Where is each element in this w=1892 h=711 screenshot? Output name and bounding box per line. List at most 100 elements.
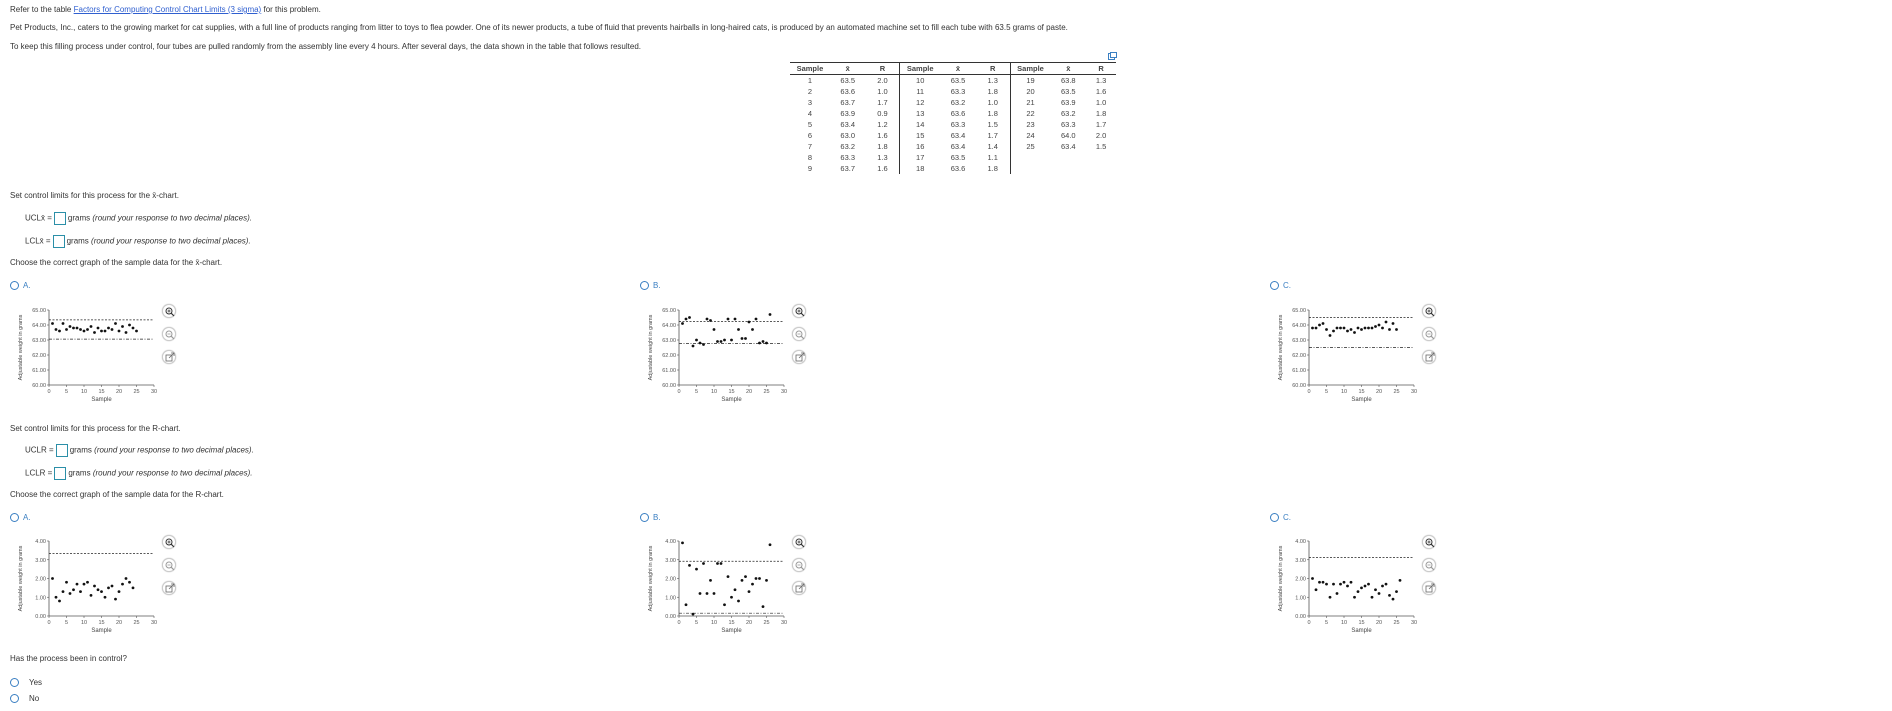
radio-icon[interactable] bbox=[640, 281, 649, 291]
zoom-in-icon[interactable] bbox=[1422, 304, 1436, 318]
x-tick-label: 10 bbox=[1341, 620, 1347, 626]
data-point bbox=[719, 562, 723, 565]
table-cell: 63.0 bbox=[840, 131, 856, 140]
zoom-in-icon[interactable] bbox=[162, 535, 176, 549]
data-point bbox=[107, 326, 110, 330]
table-cell: 1.5 bbox=[987, 120, 998, 129]
data-point bbox=[1388, 593, 1391, 597]
radio-icon[interactable] bbox=[10, 513, 19, 523]
data-point bbox=[1356, 326, 1360, 330]
radio-icon[interactable] bbox=[10, 694, 19, 704]
zoom-in-icon[interactable] bbox=[792, 304, 806, 318]
table-cell: 1.7 bbox=[1095, 120, 1107, 129]
y-tick-label: 0.00 bbox=[665, 614, 676, 620]
r-lcl-input[interactable] bbox=[54, 467, 67, 480]
zoom-out-icon[interactable] bbox=[792, 558, 806, 572]
y-tick-label: 64.00 bbox=[32, 323, 46, 329]
table-row: 8 63.3 1.3 17 63.5 1.1 bbox=[790, 152, 1116, 163]
radio-icon[interactable] bbox=[640, 513, 649, 523]
data-point bbox=[716, 340, 719, 343]
open-in-window-icon[interactable] bbox=[792, 350, 806, 364]
r-ucl-input[interactable] bbox=[55, 444, 68, 457]
zoom-out-icon[interactable] bbox=[792, 327, 806, 341]
table-row: 5 63.4 1.2 14 63.3 1.5 23 63.3 1.7 bbox=[790, 119, 1116, 130]
open-in-window-icon[interactable] bbox=[1422, 581, 1436, 595]
zoom-out-icon[interactable] bbox=[162, 327, 176, 341]
factors-table-link[interactable]: Factors for Computing Control Chart Limi… bbox=[73, 5, 262, 14]
xbar-choose-prompt: Choose the correct graph of the sample d… bbox=[10, 258, 223, 267]
zoom-out-icon[interactable] bbox=[162, 558, 176, 572]
zoom-out-icon[interactable] bbox=[1422, 558, 1436, 572]
x-tick-label: 15 bbox=[728, 620, 734, 626]
table-cell: 2.0 bbox=[877, 76, 888, 85]
table-cell: 9 bbox=[807, 164, 812, 173]
table-cell bbox=[1050, 152, 1086, 163]
data-point bbox=[1391, 597, 1395, 601]
data-point bbox=[747, 590, 751, 594]
r-option-b[interactable]: B. bbox=[640, 513, 661, 523]
data-point bbox=[124, 331, 128, 334]
radio-icon[interactable] bbox=[10, 281, 19, 291]
table-cell: 63.7 bbox=[840, 164, 856, 173]
data-point bbox=[110, 328, 114, 331]
table-cell: 21 bbox=[1009, 97, 1051, 108]
zoom-out-icon[interactable] bbox=[1422, 327, 1436, 341]
data-point bbox=[712, 592, 716, 595]
x-tick-label: 5 bbox=[1325, 389, 1328, 395]
hint: (round your response to two decimal plac… bbox=[92, 468, 253, 478]
data-point bbox=[737, 599, 740, 603]
xbar-option-b[interactable]: B. bbox=[640, 281, 661, 291]
zoom-in-icon[interactable] bbox=[162, 304, 176, 318]
y-tick-label: 2.00 bbox=[1295, 577, 1306, 583]
table-cell: 25 bbox=[1009, 141, 1051, 152]
data-point bbox=[114, 597, 117, 601]
data-point bbox=[96, 326, 100, 330]
table-cell: 63.3 bbox=[950, 120, 966, 129]
table-cell: 1.8 bbox=[877, 142, 888, 151]
data-point bbox=[705, 592, 709, 595]
xbar-ucl-row: UCLx̄ = grams (round your response to two… bbox=[25, 212, 252, 225]
data-point bbox=[1384, 582, 1388, 586]
x-tick-label: 0 bbox=[677, 389, 680, 395]
x-tick-label: 0 bbox=[47, 389, 50, 395]
open-in-window-icon[interactable] bbox=[162, 350, 176, 364]
x-tick-label: 30 bbox=[151, 620, 157, 626]
table-cell bbox=[1009, 163, 1051, 174]
data-point bbox=[1388, 328, 1391, 331]
open-in-window-icon[interactable] bbox=[792, 581, 806, 595]
data-point bbox=[54, 328, 58, 331]
control-option-no[interactable]: No bbox=[10, 694, 39, 704]
zoom-in-icon[interactable] bbox=[1422, 535, 1436, 549]
control-option-yes[interactable]: Yes bbox=[10, 678, 42, 688]
data-point bbox=[723, 603, 726, 607]
data-point bbox=[1395, 328, 1398, 331]
xbar-lcl-input[interactable] bbox=[52, 235, 65, 248]
radio-icon[interactable] bbox=[1270, 513, 1279, 523]
copy-table-icon[interactable] bbox=[1108, 52, 1117, 60]
radio-icon[interactable] bbox=[10, 678, 19, 688]
xbar-option-a[interactable]: A. bbox=[10, 281, 31, 291]
data-point bbox=[1374, 588, 1377, 592]
ucl-label: UCLR = bbox=[25, 445, 54, 455]
open-in-window-icon[interactable] bbox=[1422, 350, 1436, 364]
radio-icon[interactable] bbox=[1270, 281, 1279, 291]
table-cell: 63.5 bbox=[950, 76, 966, 85]
r-option-a[interactable]: A. bbox=[10, 513, 31, 523]
data-point bbox=[1335, 326, 1339, 330]
x-tick-label: 5 bbox=[695, 389, 698, 395]
data-table: Sample x̄ R Sample x̄ R Sample x̄ R 1 63.… bbox=[790, 62, 1116, 174]
col-header: Sample bbox=[899, 62, 941, 75]
x-tick-label: 15 bbox=[98, 620, 104, 626]
data-point bbox=[744, 337, 747, 340]
xbar-ucl-input[interactable] bbox=[53, 212, 66, 225]
r-option-c[interactable]: C. bbox=[1270, 513, 1291, 523]
zoom-in-icon[interactable] bbox=[792, 535, 806, 549]
table-cell: 63.5 bbox=[950, 153, 966, 162]
table-row: 6 63.0 1.6 15 63.4 1.7 24 64.0 2.0 bbox=[790, 130, 1116, 141]
open-in-window-icon[interactable] bbox=[162, 581, 176, 595]
unit: grams bbox=[69, 445, 92, 455]
xbar-option-c[interactable]: C. bbox=[1270, 281, 1291, 291]
option-label: B. bbox=[653, 513, 661, 522]
table-cell: 63.4 bbox=[840, 120, 856, 129]
data-point bbox=[1314, 326, 1318, 330]
